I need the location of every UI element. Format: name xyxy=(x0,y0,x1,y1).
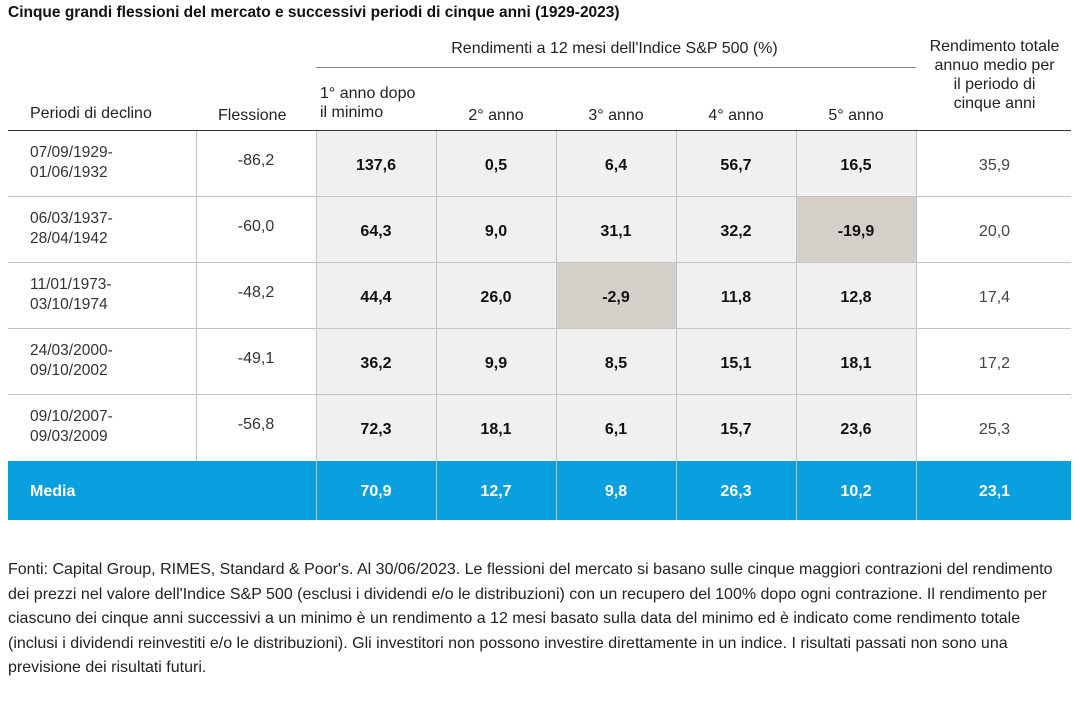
average-five-year-value: 23,1 xyxy=(978,483,1011,500)
header-year4: 4° anno xyxy=(708,107,764,124)
decline-period: 09/10/2007- 09/03/2009 xyxy=(30,407,190,447)
return-value-y4: 15,7 xyxy=(720,421,752,438)
return-value-y3: 31,1 xyxy=(600,223,632,240)
return-value-y4: 15,1 xyxy=(720,355,752,372)
decline-period-start: 07/09/1929- xyxy=(30,144,113,161)
return-value-y5: -19,9 xyxy=(837,223,875,240)
chart-title: Cinque grandi flessioni del mercato e su… xyxy=(8,4,620,21)
return-value-y2: 0,5 xyxy=(484,157,508,174)
decline-period-end: 09/03/2009 xyxy=(30,428,108,445)
decline-period-start: 09/10/2007- xyxy=(30,408,113,425)
decline-period-start: 11/01/1973- xyxy=(30,276,112,293)
decline-period-start: 06/03/1937- xyxy=(30,210,113,227)
header-avg-line2: annuo medio per xyxy=(934,57,1055,74)
average-column-divider xyxy=(436,461,437,520)
decline-period: 24/03/2000- 09/10/2002 xyxy=(30,341,190,381)
header-year3: 3° anno xyxy=(588,107,644,124)
return-value-y2: 26,0 xyxy=(480,289,512,306)
return-value-y4: 32,2 xyxy=(720,223,752,240)
drop-value: -60,0 xyxy=(237,218,275,235)
negative-return-highlight xyxy=(557,263,676,328)
five-year-average-value: 17,2 xyxy=(978,355,1011,372)
header-avg-line1: Rendimento totale xyxy=(929,38,1060,55)
five-year-average-value: 17,4 xyxy=(978,289,1011,306)
average-column-divider xyxy=(556,461,557,520)
returns-group-header: Rendimenti a 12 mesi dell'Indice S&P 500… xyxy=(451,40,778,57)
return-value-y2: 9,0 xyxy=(484,223,508,240)
decline-period: 07/09/1929- 01/06/1932 xyxy=(30,143,190,183)
five-year-average-value: 20,0 xyxy=(978,223,1011,240)
return-value-y3: 6,4 xyxy=(604,157,628,174)
five-year-average-value: 35,9 xyxy=(978,157,1011,174)
average-value-y1: 70,9 xyxy=(360,483,392,500)
average-value-y5: 10,2 xyxy=(840,483,872,500)
decline-period: 06/03/1937- 28/04/1942 xyxy=(30,209,190,249)
return-value-y5: 23,6 xyxy=(840,421,872,438)
header-period: Periodi di declino xyxy=(30,105,152,122)
return-value-y1: 36,2 xyxy=(360,355,392,372)
column-divider xyxy=(916,131,917,461)
column-divider xyxy=(436,131,437,461)
header-year2: 2° anno xyxy=(468,107,524,124)
decline-period-start: 24/03/2000- xyxy=(30,342,113,359)
header-rule xyxy=(8,130,1071,131)
drop-value: -49,1 xyxy=(237,350,275,367)
drop-value: -48,2 xyxy=(237,284,275,301)
row-divider xyxy=(8,394,1071,395)
return-value-y2: 9,9 xyxy=(484,355,508,372)
header-five-year-average: Rendimento totale annuo medio per il per… xyxy=(916,37,1073,113)
header-year1-line2: il minimo xyxy=(320,104,384,121)
return-value-y1: 72,3 xyxy=(360,421,392,438)
header-avg-line4: cinque anni xyxy=(953,95,1036,112)
drop-value: -56,8 xyxy=(237,416,275,433)
return-value-y4: 56,7 xyxy=(720,157,752,174)
average-value-y3: 9,8 xyxy=(604,483,628,500)
header-year1: 1° anno dopo il minimo xyxy=(320,84,415,122)
header-year5: 5° anno xyxy=(828,107,884,124)
return-value-y2: 18,1 xyxy=(480,421,512,438)
column-divider xyxy=(796,131,797,461)
average-value-y2: 12,7 xyxy=(480,483,512,500)
return-value-y3: -2,9 xyxy=(602,289,630,306)
return-value-y1: 44,4 xyxy=(360,289,392,306)
average-column-divider xyxy=(916,461,917,520)
decline-period-end: 09/10/2002 xyxy=(30,362,108,379)
column-divider xyxy=(196,131,197,461)
column-divider xyxy=(556,131,557,461)
header-drop: Flessione xyxy=(218,107,287,124)
decline-period: 11/01/1973- 03/10/1974 xyxy=(30,275,190,315)
header-year1-line1: 1° anno dopo xyxy=(320,85,416,102)
footnote: Fonti: Capital Group, RIMES, Standard & … xyxy=(8,561,1053,676)
negative-return-highlight xyxy=(797,197,916,262)
column-divider xyxy=(676,131,677,461)
average-column-divider xyxy=(796,461,797,520)
row-divider xyxy=(8,328,1071,329)
column-divider xyxy=(316,131,317,461)
drop-value: -86,2 xyxy=(237,152,275,169)
header-avg-line3: il periodo di xyxy=(953,76,1036,93)
average-row xyxy=(8,461,1071,520)
decline-period-end: 28/04/1942 xyxy=(30,230,108,247)
return-value-y1: 137,6 xyxy=(355,157,397,174)
five-year-average-value: 25,3 xyxy=(978,421,1011,438)
return-value-y5: 16,5 xyxy=(840,157,872,174)
average-label: Media xyxy=(30,483,76,500)
return-value-y5: 12,8 xyxy=(840,289,872,306)
return-value-y3: 8,5 xyxy=(604,355,628,372)
return-value-y3: 6,1 xyxy=(604,421,628,438)
return-value-y5: 18,1 xyxy=(840,355,872,372)
average-value-y4: 26,3 xyxy=(720,483,752,500)
row-divider xyxy=(8,262,1071,263)
return-value-y1: 64,3 xyxy=(360,223,392,240)
group-header-rule xyxy=(316,67,916,68)
decline-period-end: 03/10/1974 xyxy=(30,296,108,313)
average-column-divider xyxy=(676,461,677,520)
row-divider xyxy=(8,196,1071,197)
average-column-divider xyxy=(316,461,317,520)
decline-period-end: 01/06/1932 xyxy=(30,164,108,181)
return-value-y4: 11,8 xyxy=(720,289,752,306)
